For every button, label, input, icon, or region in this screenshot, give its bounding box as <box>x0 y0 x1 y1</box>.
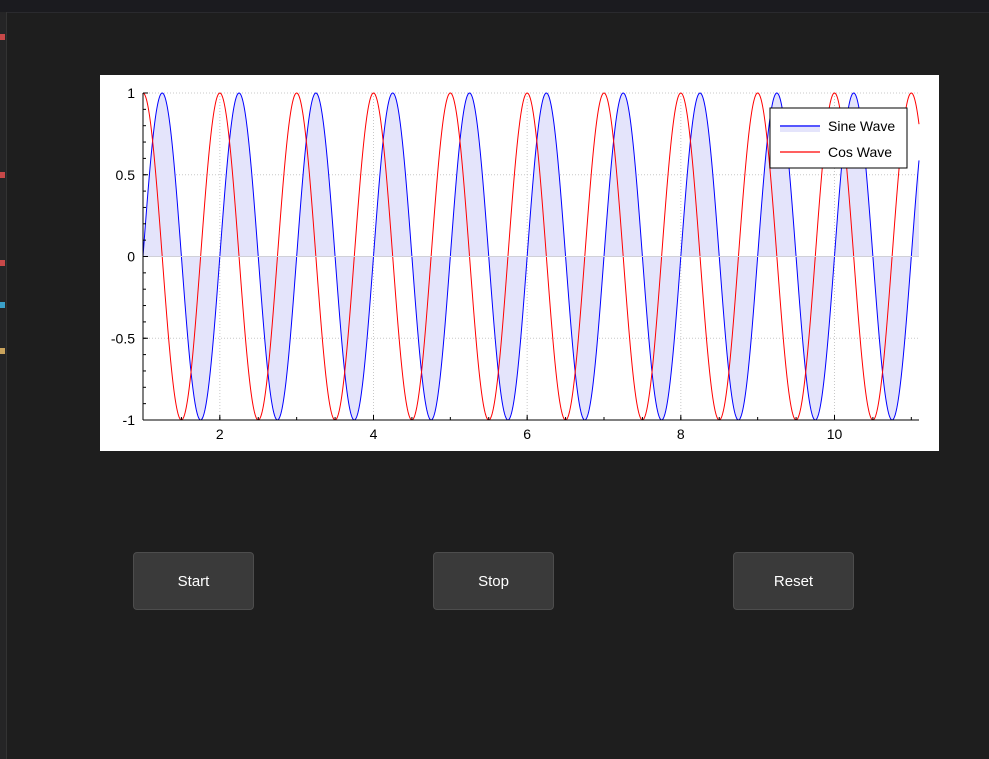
reset-button[interactable]: Reset <box>733 552 854 610</box>
start-button[interactable]: Start <box>133 552 254 610</box>
series-line-sine <box>142 92 920 421</box>
series-line-cos <box>142 92 920 421</box>
y-tick-label: 0.5 <box>116 167 136 183</box>
legend-fill-swatch <box>780 125 820 132</box>
y-tick-label: -0.5 <box>111 330 135 346</box>
legend-label: Sine Wave <box>828 118 895 134</box>
edge-marker <box>0 34 5 40</box>
window-top-bar <box>0 0 989 13</box>
edge-marker <box>0 172 5 178</box>
plot-panel: 1 0.5 0 -0.5 -1 2 4 6 8 10 Sine Wave Cos Wave <box>100 75 939 451</box>
wave-chart: 1 0.5 0 -0.5 -1 2 4 6 8 10 Sine Wave Cos Wave <box>111 85 920 442</box>
edge-marker <box>0 302 5 308</box>
y-tick-label: -1 <box>123 412 136 428</box>
axes: 1 0.5 0 -0.5 -1 2 4 6 8 10 <box>111 85 919 442</box>
x-tick-label: 4 <box>370 426 378 442</box>
y-tick-label: 0 <box>127 249 135 265</box>
x-tick-label: 2 <box>216 426 224 442</box>
x-tick-label: 8 <box>677 426 685 442</box>
edge-marker <box>0 348 5 354</box>
legend-label: Cos Wave <box>828 144 892 160</box>
legend: Sine Wave Cos Wave <box>769 107 908 169</box>
left-editor-edge <box>0 12 7 759</box>
edge-marker <box>0 260 5 266</box>
y-tick-label: 1 <box>127 85 135 101</box>
legend-box <box>769 107 908 169</box>
stop-button[interactable]: Stop <box>433 552 554 610</box>
x-tick-label: 10 <box>827 426 843 442</box>
series-lines <box>142 92 920 421</box>
x-tick-label: 6 <box>523 426 531 442</box>
